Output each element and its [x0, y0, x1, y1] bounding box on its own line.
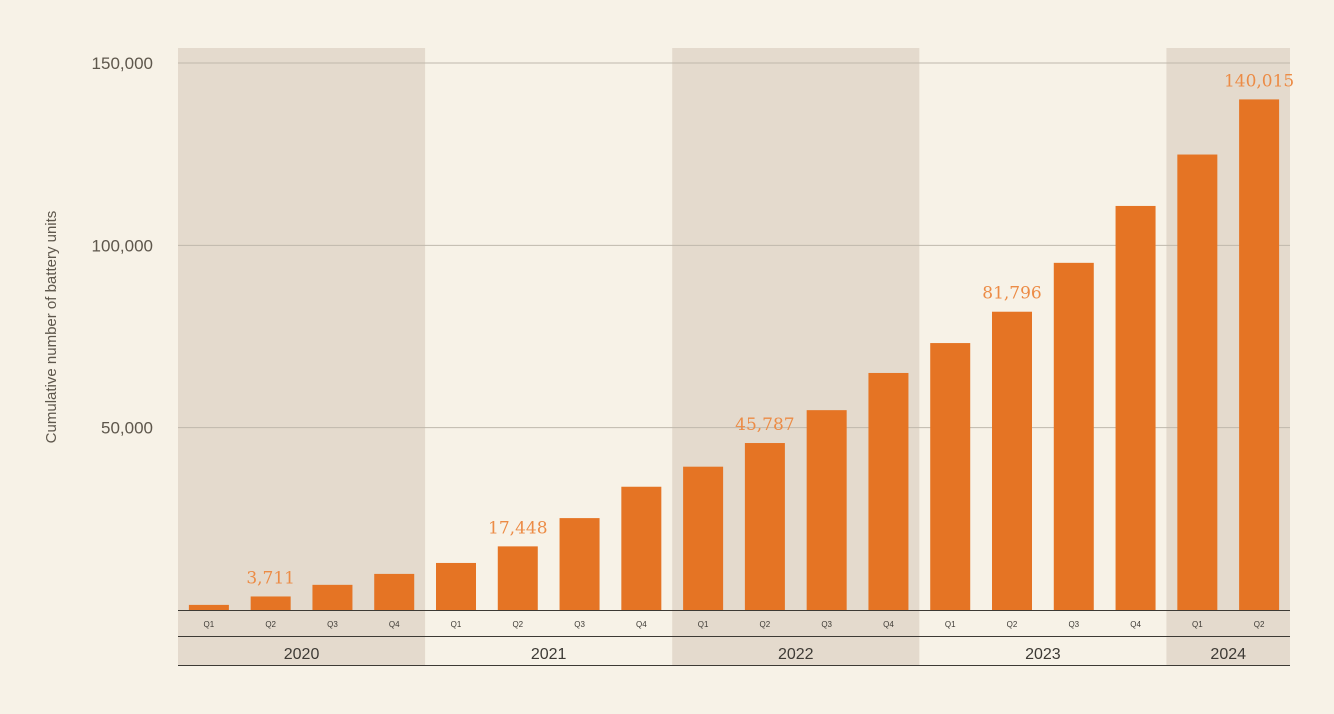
- bar: [188, 604, 229, 610]
- y-tick-label: 50,000: [101, 419, 153, 438]
- y-tick-label: 100,000: [92, 236, 153, 255]
- y-axis-label: Cumulative number of battery units: [43, 211, 60, 444]
- quarter-tick-label: Q2: [760, 620, 771, 629]
- y-tick-label: 150,000: [92, 54, 153, 73]
- quarter-tick-label: Q3: [327, 620, 338, 629]
- bar: [250, 596, 291, 610]
- quarter-tick-label: Q4: [389, 620, 400, 629]
- quarter-tick-label: Q1: [1192, 620, 1203, 629]
- bar: [497, 546, 538, 610]
- data-label: 140,015: [1224, 71, 1294, 91]
- bar: [559, 518, 600, 610]
- quarter-tick-label: Q2: [1254, 620, 1265, 629]
- year-band-2020: [178, 48, 426, 666]
- bar: [374, 573, 415, 610]
- bar: [806, 410, 847, 610]
- quarter-tick-label: Q4: [1130, 620, 1141, 629]
- bar-series: [188, 99, 1280, 611]
- axes: [178, 610, 1290, 666]
- data-label: 81,796: [982, 284, 1041, 304]
- bar: [1239, 99, 1280, 611]
- year-label-2024: 2024: [1210, 646, 1246, 663]
- bar: [312, 584, 353, 610]
- gridlines: [178, 62, 1290, 429]
- data-label: 45,787: [735, 415, 794, 435]
- quarter-tick-label: Q3: [574, 620, 585, 629]
- bar: [868, 372, 909, 610]
- bar: [683, 466, 724, 610]
- bar: [436, 562, 476, 610]
- quarter-tick-label: Q1: [451, 620, 462, 629]
- x-axis-ticks: 2020 2021 2022 2023 2024 Q1 Q2 Q3 Q4 Q1 Q2 Q3 Q4 Q1 Q2…: [204, 620, 1265, 663]
- quarter-tick-label: Q4: [636, 620, 647, 629]
- year-label-2022: 2022: [778, 646, 814, 663]
- year-label-2021: 2021: [531, 646, 567, 663]
- quarter-tick-label: Q1: [698, 620, 709, 629]
- bar: [744, 443, 785, 610]
- quarter-tick-label: Q1: [945, 620, 956, 629]
- quarter-tick-label: Q2: [512, 620, 523, 629]
- quarter-tick-label: Q2: [1007, 620, 1018, 629]
- bar: [992, 311, 1032, 610]
- bar: [621, 486, 662, 610]
- bar: [1053, 262, 1094, 610]
- year-bands: [178, 48, 1290, 666]
- bar: [1115, 205, 1156, 610]
- quarter-tick-label: Q3: [1068, 620, 1079, 629]
- bar: [930, 343, 971, 610]
- data-label: 17,448: [488, 518, 547, 538]
- quarter-tick-label: Q3: [821, 620, 832, 629]
- y-axis-ticks: 50,000 100,000 150,000: [92, 54, 153, 438]
- quarter-tick-label: Q1: [204, 620, 215, 629]
- year-label-2020: 2020: [284, 646, 320, 663]
- year-label-2023: 2023: [1025, 646, 1061, 663]
- bar: [1177, 154, 1218, 611]
- data-label: 3,711: [246, 568, 295, 588]
- quarter-tick-label: Q2: [265, 620, 276, 629]
- quarter-tick-label: Q4: [883, 620, 894, 629]
- data-labels: 3,711 17,448 45,787 81,796 140,015: [246, 71, 1294, 588]
